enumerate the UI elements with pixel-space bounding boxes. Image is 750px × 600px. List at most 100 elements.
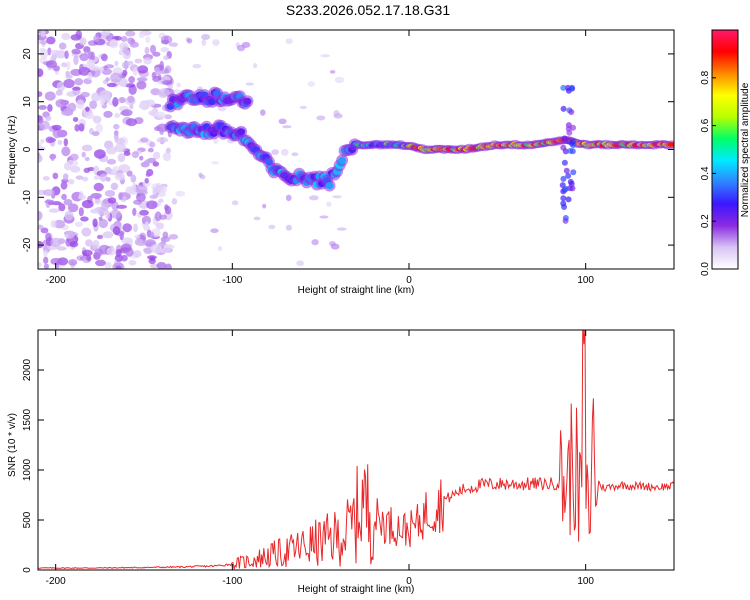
spectrogram-noise-blob xyxy=(167,84,173,89)
spectrogram-noise-blob xyxy=(47,104,53,112)
spectrogram-noise-blob xyxy=(146,200,158,210)
spectrogram-noise-blob xyxy=(67,102,77,112)
spectrogram-noise-blob xyxy=(81,144,93,152)
spectrogram-noise-blob xyxy=(134,238,144,246)
spectrogram-noise-blob xyxy=(150,44,157,54)
spectrogram-noise-blob xyxy=(134,234,141,239)
spectrogram-disturbance xyxy=(560,195,567,202)
spectrogram-noise-blob xyxy=(114,60,119,67)
spectrogram-noise-blob xyxy=(60,181,68,190)
spectrogram-noise-blob xyxy=(81,227,92,237)
spectrogram-noise-blob xyxy=(152,161,160,167)
spectrogram-noise-blob xyxy=(129,104,134,110)
spectrogram-noise-blob xyxy=(78,123,85,132)
spectrogram-noise-blob xyxy=(42,176,50,181)
spectrogram-noise-blob xyxy=(135,184,148,194)
spectrogram-noise-blob xyxy=(43,256,49,264)
spectrogram-noise-blob xyxy=(71,48,81,55)
spectrogram-noise-blob xyxy=(142,181,151,187)
spectrogram-disturbance xyxy=(562,214,569,221)
spectrogram-noise-blob xyxy=(81,199,94,209)
spectrogram-noise-blob xyxy=(44,91,56,101)
spectrogram-noise-blob xyxy=(61,32,71,41)
spectrogram-noise-blob xyxy=(69,165,81,173)
spectrogram-noise-blob xyxy=(155,184,164,193)
spectrogram-noise-blob xyxy=(67,178,75,185)
spectrogram-noise-blob xyxy=(212,39,220,46)
spectrogram-noise-blob xyxy=(96,234,104,240)
spectrogram-noise-blob xyxy=(131,151,139,159)
spectrogram-noise-blob xyxy=(120,243,132,252)
spectrogram-noise-blob xyxy=(114,143,127,153)
spectrogram-noise-blob xyxy=(64,230,75,239)
spectrogram-noise-blob xyxy=(143,57,152,65)
spectrogram-noise-blob xyxy=(110,72,122,83)
spectrogram-noise-blob xyxy=(50,49,62,55)
spectrogram-noise-blob xyxy=(161,237,167,244)
spectrogram-noise-blob xyxy=(271,149,280,155)
spectrogram-noise-blob xyxy=(48,208,60,213)
spectrogram-trace-core xyxy=(667,142,674,147)
spectrogram-noise-blob xyxy=(129,41,139,48)
colorbar-tick-label: 0.4 xyxy=(700,166,711,180)
spectrogram-noise-blob xyxy=(278,118,287,125)
spectrogram-noise-blob xyxy=(40,40,48,45)
spectrogram-disturbance xyxy=(566,129,573,136)
spectrogram-noise-blob xyxy=(58,203,66,212)
spectrogram-noise-blob xyxy=(159,60,165,71)
spectrogram-noise-blob xyxy=(144,159,151,165)
spectrogram-noise-blob xyxy=(139,209,149,216)
spectrogram-noise-blob xyxy=(168,42,179,47)
spectrogram-noise-blob xyxy=(63,78,75,89)
spectrogram-noise-blob xyxy=(86,254,92,262)
spectrogram-noise-blob xyxy=(118,77,128,88)
y-tick-label: 0 xyxy=(22,567,33,573)
spectrogram-noise-blob xyxy=(210,228,219,234)
spectrogram-noise-blob xyxy=(68,259,78,266)
spectrogram-noise-blob xyxy=(150,88,161,96)
spectrogram-noise-blob xyxy=(89,100,98,110)
spectrogram-noise-blob xyxy=(50,153,55,162)
spectrogram-noise-blob xyxy=(93,35,100,42)
spectrogram-noise-blob xyxy=(38,262,42,268)
spectrogram-noise-blob xyxy=(155,111,166,119)
spectrogram-noise-blob xyxy=(114,112,121,118)
spectrogram-noise-blob xyxy=(162,152,171,162)
spectrogram-noise-blob xyxy=(52,128,63,139)
spectrogram-noise-blob xyxy=(149,256,155,262)
spectrogram-noise-blob xyxy=(63,138,69,147)
spectrogram-noise-blob xyxy=(55,98,67,108)
spectrogram-noise-blob xyxy=(43,249,48,257)
y-tick-label: 500 xyxy=(22,511,33,528)
spectrogram-noise-blob xyxy=(81,176,89,182)
spectrogram-noise-blob xyxy=(175,190,186,197)
spectrogram-noise-blob xyxy=(43,189,55,196)
spectrogram-noise-blob xyxy=(150,243,163,254)
spectrogram-noise-blob xyxy=(67,203,79,213)
spectrogram-noise-blob xyxy=(101,68,112,75)
spectrogram-disturbance xyxy=(565,196,572,203)
spectrogram-noise-blob xyxy=(45,60,57,69)
x-tick-label: -200 xyxy=(46,275,66,286)
figure-title: S233.2026.052.17.18.G31 xyxy=(286,2,450,18)
spectrogram-noise-blob xyxy=(245,82,254,86)
spectrogram-noise-blob xyxy=(40,227,49,234)
spectrogram-noise-blob xyxy=(144,177,149,184)
spectrogram-noise-blob xyxy=(113,123,120,130)
spectrogram-noise-blob xyxy=(134,58,143,64)
spectrogram-noise-blob xyxy=(72,86,81,91)
spectrogram-noise-blob xyxy=(155,222,164,230)
spectrogram-noise-blob xyxy=(74,78,84,86)
spectrogram-noise-blob xyxy=(112,165,119,173)
spectrogram-noise-blob xyxy=(99,66,105,73)
spectrogram-noise-blob xyxy=(133,223,138,233)
spectrogram-noise-blob xyxy=(123,151,131,156)
spectrogram-noise-blob xyxy=(138,103,147,109)
spectrogram-disturbance xyxy=(567,178,574,185)
spectrogram-y-label: Frequency (Hz) xyxy=(7,116,18,185)
spectrogram-noise-blob xyxy=(137,65,149,74)
spectrogram-noise-blob xyxy=(40,30,46,38)
spectrogram-noise-blob xyxy=(125,83,136,88)
spectrogram-noise-blob xyxy=(38,154,43,163)
spectrogram-noise-blob xyxy=(320,54,331,58)
